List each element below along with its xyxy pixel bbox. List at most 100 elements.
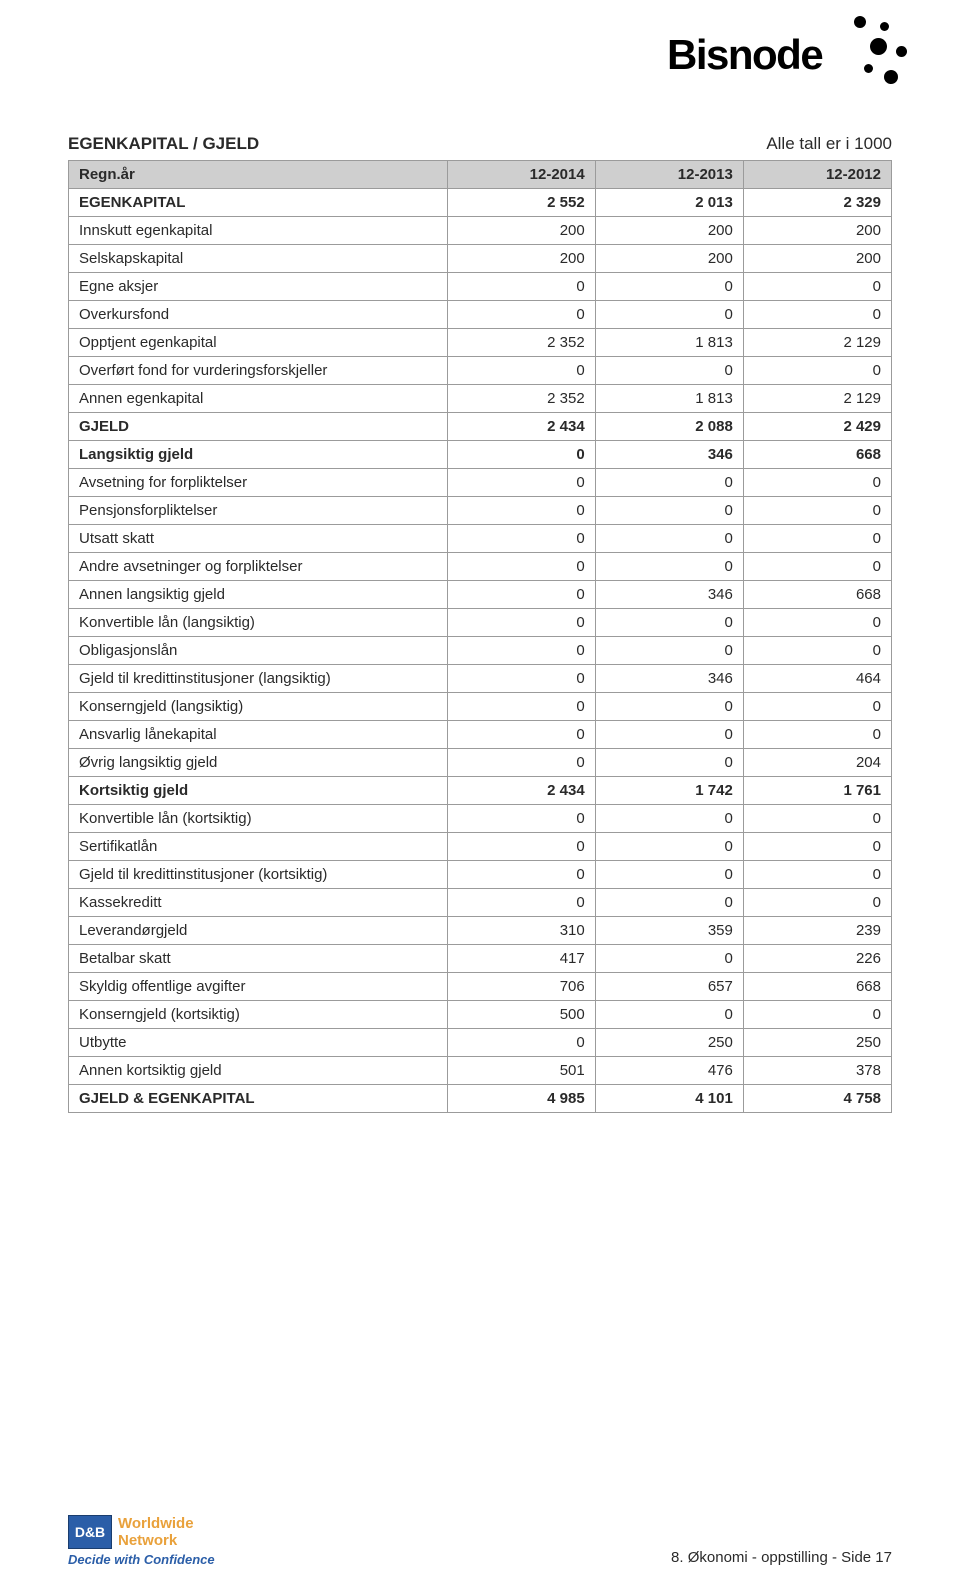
table-row: Kortsiktig gjeld2 4341 7421 761	[69, 777, 892, 805]
row-value: 0	[447, 693, 595, 721]
table-row: Avsetning for forpliktelser000	[69, 469, 892, 497]
row-value: 0	[595, 497, 743, 525]
row-value: 0	[447, 609, 595, 637]
table-row: Andre avsetninger og forpliktelser000	[69, 553, 892, 581]
row-label: Annen langsiktig gjeld	[69, 581, 448, 609]
section-title: EGENKAPITAL / GJELD	[68, 134, 259, 154]
row-label: Gjeld til kredittinstitusjoner (kortsikt…	[69, 861, 448, 889]
row-label: Utsatt skatt	[69, 525, 448, 553]
row-value: 0	[447, 581, 595, 609]
row-value: 1 813	[595, 385, 743, 413]
db-badge-text: D&B	[75, 1525, 105, 1539]
row-value: 346	[595, 441, 743, 469]
row-label: GJELD	[69, 413, 448, 441]
table-row: Obligasjonslån000	[69, 637, 892, 665]
row-label: Ansvarlig lånekapital	[69, 721, 448, 749]
row-value: 0	[447, 497, 595, 525]
row-value: 0	[447, 665, 595, 693]
row-value: 0	[447, 357, 595, 385]
table-row: Konserngjeld (kortsiktig)50000	[69, 1001, 892, 1029]
bisnode-logo: Bisnode	[687, 26, 882, 96]
row-label: Konvertible lån (langsiktig)	[69, 609, 448, 637]
row-value: 4 101	[595, 1085, 743, 1113]
row-value: 1 813	[595, 329, 743, 357]
page-number: 8. Økonomi - oppstilling - Side 17	[671, 1549, 892, 1566]
table-row: Skyldig offentlige avgifter706657668	[69, 973, 892, 1001]
row-value: 200	[447, 217, 595, 245]
row-value: 0	[743, 861, 891, 889]
row-value: 0	[595, 273, 743, 301]
row-value: 668	[743, 973, 891, 1001]
row-value: 0	[447, 861, 595, 889]
row-value: 501	[447, 1057, 595, 1085]
row-value: 0	[595, 721, 743, 749]
row-label: Overkursfond	[69, 301, 448, 329]
row-value: 2 352	[447, 329, 595, 357]
row-value: 346	[595, 665, 743, 693]
row-value: 200	[595, 245, 743, 273]
row-value: 668	[743, 441, 891, 469]
worldwide-network-badge: D&B Worldwide Network	[68, 1515, 215, 1549]
row-label: Avsetning for forpliktelser	[69, 469, 448, 497]
row-value: 2 088	[595, 413, 743, 441]
header-label: Regn.år	[69, 161, 448, 189]
table-row: Annen langsiktig gjeld0346668	[69, 581, 892, 609]
row-value: 310	[447, 917, 595, 945]
db-badge-icon: D&B	[68, 1515, 112, 1549]
row-label: Langsiktig gjeld	[69, 441, 448, 469]
table-row: Betalbar skatt4170226	[69, 945, 892, 973]
row-label: Øvrig langsiktig gjeld	[69, 749, 448, 777]
row-label: Betalbar skatt	[69, 945, 448, 973]
confidence-tagline: Decide with Confidence	[68, 1553, 215, 1566]
row-value: 464	[743, 665, 891, 693]
table-row: Overkursfond000	[69, 301, 892, 329]
row-value: 0	[447, 805, 595, 833]
table-row: EGENKAPITAL2 5522 0132 329	[69, 189, 892, 217]
row-value: 378	[743, 1057, 891, 1085]
table-row: Annen kortsiktig gjeld501476378	[69, 1057, 892, 1085]
title-row: EGENKAPITAL / GJELD Alle tall er i 1000	[68, 134, 892, 154]
row-label: Annen kortsiktig gjeld	[69, 1057, 448, 1085]
row-value: 0	[743, 889, 891, 917]
row-value: 0	[447, 833, 595, 861]
row-value: 0	[595, 469, 743, 497]
row-value: 2 434	[447, 777, 595, 805]
row-value: 0	[447, 441, 595, 469]
row-value: 0	[447, 273, 595, 301]
table-row: Konvertible lån (kortsiktig)000	[69, 805, 892, 833]
wn-line2: Network	[118, 1533, 194, 1550]
row-value: 0	[447, 553, 595, 581]
row-value: 0	[743, 1001, 891, 1029]
row-value: 0	[595, 805, 743, 833]
row-value: 200	[743, 245, 891, 273]
row-value: 0	[743, 693, 891, 721]
table-row: Konserngjeld (langsiktig)000	[69, 693, 892, 721]
row-label: Skyldig offentlige avgifter	[69, 973, 448, 1001]
table-row: Innskutt egenkapital200200200	[69, 217, 892, 245]
row-value: 2 013	[595, 189, 743, 217]
row-value: 0	[743, 357, 891, 385]
wn-text: Worldwide Network	[118, 1515, 194, 1549]
row-value: 0	[595, 889, 743, 917]
row-label: Kortsiktig gjeld	[69, 777, 448, 805]
row-value: 0	[595, 553, 743, 581]
row-value: 2 352	[447, 385, 595, 413]
row-value: 359	[595, 917, 743, 945]
table-row: Langsiktig gjeld0346668	[69, 441, 892, 469]
row-value: 1 742	[595, 777, 743, 805]
row-value: 0	[595, 525, 743, 553]
row-label: GJELD & EGENKAPITAL	[69, 1085, 448, 1113]
row-value: 0	[447, 469, 595, 497]
row-value: 0	[447, 1029, 595, 1057]
financial-table: Regn.år 12-2014 12-2013 12-2012 EGENKAPI…	[68, 160, 892, 1113]
row-label: Gjeld til kredittinstitusjoner (langsikt…	[69, 665, 448, 693]
row-value: 1 761	[743, 777, 891, 805]
row-value: 200	[743, 217, 891, 245]
unit-note: Alle tall er i 1000	[766, 134, 892, 154]
row-value: 2 434	[447, 413, 595, 441]
main-content: EGENKAPITAL / GJELD Alle tall er i 1000 …	[68, 134, 892, 1113]
logo-dots-icon	[834, 16, 910, 92]
row-value: 0	[595, 945, 743, 973]
row-label: Annen egenkapital	[69, 385, 448, 413]
row-value: 657	[595, 973, 743, 1001]
